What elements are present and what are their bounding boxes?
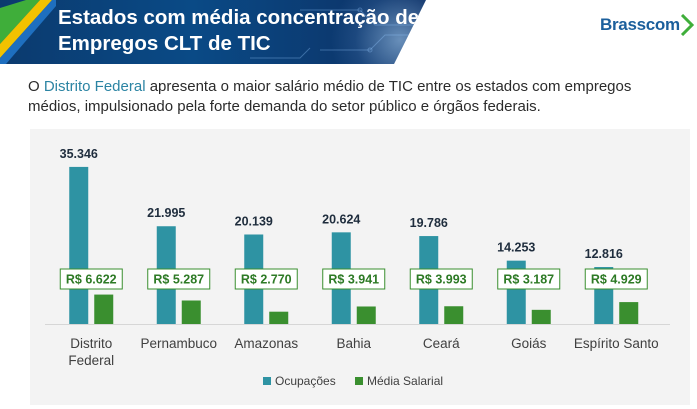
bar-media-salarial (619, 302, 639, 324)
subtitle-highlight: Distrito Federal (43, 78, 146, 95)
data-label-media-salarial: R$ 6.622 (66, 273, 117, 287)
brand-accent-icon (0, 0, 56, 64)
subtitle-prefix: O (28, 78, 44, 95)
category-label: Amazonas (234, 336, 298, 351)
legend-swatch-ocupacoes (263, 377, 271, 385)
category-label: Goiás (511, 336, 547, 351)
bar-media-salarial (269, 311, 289, 324)
subtitle-text: O Distrito Federal apresenta o maior sal… (28, 77, 688, 117)
page-title: Estados com média concentração de Empreg… (58, 5, 419, 57)
legend-swatch-media-salarial (355, 377, 363, 385)
page-title-line-2: Empregos CLT de TIC (58, 32, 271, 55)
header: Estados com média concentração de Empreg… (0, 0, 697, 66)
bar-media-salarial (181, 300, 201, 324)
subtitle-rest: apresenta o maior salário médio de TIC e… (28, 78, 632, 115)
brasscom-logo: Brasscom (600, 14, 694, 36)
data-label-ocupacoes: 20.624 (322, 212, 360, 226)
data-label-media-salarial: R$ 3.187 (503, 273, 554, 287)
bar-ocupacoes (69, 166, 89, 324)
data-label-ocupacoes: 20.139 (235, 214, 273, 228)
data-label-box-media-salarial (234, 268, 298, 290)
data-label-media-salarial: R$ 3.993 (416, 273, 467, 287)
category-label: Espírito Santo (574, 336, 659, 351)
bar-media-salarial (94, 294, 114, 324)
bar-media-salarial (356, 306, 376, 324)
data-label-box-media-salarial (497, 268, 561, 290)
logo-mark-icon (680, 14, 694, 36)
banner-circuit-pattern (250, 7, 426, 59)
bar-media-salarial (444, 306, 464, 324)
legend-label-media-salarial: Média Salarial (367, 374, 443, 388)
data-label-ocupacoes: 19.786 (410, 216, 448, 230)
data-label-ocupacoes: 14.253 (497, 241, 535, 255)
data-label-ocupacoes: 35.346 (60, 147, 98, 161)
category-label: Ceará (423, 336, 460, 351)
data-label-media-salarial: R$ 2.770 (241, 273, 292, 287)
bar-media-salarial (531, 309, 551, 324)
data-label-media-salarial: R$ 4.929 (591, 273, 642, 287)
data-label-box-media-salarial (322, 268, 386, 290)
chart-panel (30, 129, 690, 405)
page-title-line-1: Estados com média concentração de (58, 6, 420, 29)
legend-label-ocupacoes: Ocupações (275, 374, 336, 388)
category-label: Bahia (336, 336, 371, 351)
logo-text: Brasscom (600, 15, 680, 34)
data-label-box-media-salarial (409, 268, 473, 290)
data-label-media-salarial: R$ 3.941 (328, 273, 379, 287)
data-label-box-media-salarial (147, 268, 211, 290)
data-label-ocupacoes: 12.816 (585, 247, 623, 261)
data-label-media-salarial: R$ 5.287 (153, 273, 204, 287)
data-label-box-media-salarial (59, 268, 123, 290)
category-label: Federal (68, 353, 114, 368)
title-banner: Estados com média concentração de Empreg… (0, 0, 426, 64)
bar-chart: 35.346 R$ 6.622 Distrito Federal 21.995 R$ 5.… (45, 147, 670, 388)
data-label-box-media-salarial (584, 268, 648, 290)
data-label-ocupacoes: 21.995 (147, 206, 185, 220)
category-label: Distrito (70, 336, 112, 351)
category-label: Pernambuco (140, 336, 217, 351)
